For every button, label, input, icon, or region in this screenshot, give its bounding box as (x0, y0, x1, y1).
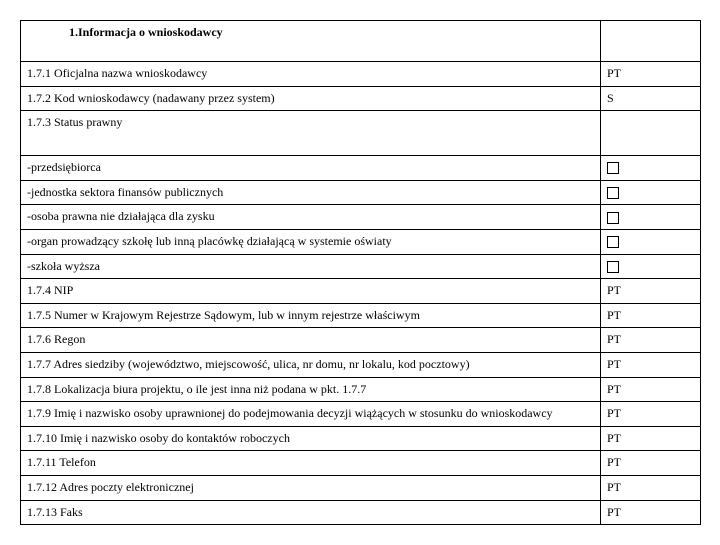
table-row: 1.7.13 FaksPT (21, 500, 701, 525)
section-title: 1.Informacja o wnioskodawcy (21, 21, 601, 62)
table-row: 1.7.2 Kod wnioskodawcy (nadawany przez s… (21, 86, 701, 111)
row-label: -przedsiębiorca (21, 156, 601, 181)
table-row: 1.7.9 Imię i nazwisko osoby uprawnionej … (21, 402, 701, 427)
row-value: PT (601, 303, 701, 328)
table-row: 1.7.8 Lokalizacja biura projektu, o ile … (21, 377, 701, 402)
row-value: PT (601, 377, 701, 402)
table-row: -przedsiębiorca (21, 156, 701, 181)
checkbox-icon[interactable] (607, 236, 619, 248)
row-label: -organ prowadzący szkołę lub inną placów… (21, 229, 601, 254)
row-label: -jednostka sektora finansów publicznych (21, 180, 601, 205)
row-value: PT (601, 451, 701, 476)
row-value: PT (601, 279, 701, 304)
row-value[interactable] (601, 180, 701, 205)
row-label: 1.7.1 Oficjalna nazwa wnioskodawcy (21, 62, 601, 87)
row-label: -szkoła wyższa (21, 254, 601, 279)
table-header-row: 1.Informacja o wnioskodawcy (21, 21, 701, 62)
row-value: PT (601, 426, 701, 451)
row-value: PT (601, 475, 701, 500)
row-value[interactable] (601, 229, 701, 254)
row-label: -osoba prawna nie działająca dla zysku (21, 205, 601, 230)
applicant-info-table: 1.Informacja o wnioskodawcy 1.7.1 Oficja… (20, 20, 701, 525)
row-label: 1.7.9 Imię i nazwisko osoby uprawnionej … (21, 402, 601, 427)
table-row: 1.7.11 TelefonPT (21, 451, 701, 476)
table-row: 1.7.1 Oficjalna nazwa wnioskodawcyPT (21, 62, 701, 87)
row-label: 1.7.11 Telefon (21, 451, 601, 476)
table-row: 1.7.6 RegonPT (21, 328, 701, 353)
table-row: 1.7.5 Numer w Krajowym Rejestrze Sądowym… (21, 303, 701, 328)
header-empty-cell (601, 21, 701, 62)
row-value[interactable] (601, 156, 701, 181)
checkbox-icon[interactable] (607, 162, 619, 174)
row-value: PT (601, 328, 701, 353)
checkbox-icon[interactable] (607, 212, 619, 224)
row-value: PT (601, 352, 701, 377)
row-label: 1.7.6 Regon (21, 328, 601, 353)
table-row: 1.7.12 Adres poczty elektronicznejPT (21, 475, 701, 500)
row-value: S (601, 86, 701, 111)
row-value (601, 111, 701, 156)
table-row: -organ prowadzący szkołę lub inną placów… (21, 229, 701, 254)
row-value: PT (601, 402, 701, 427)
row-label: 1.7.13 Faks (21, 500, 601, 525)
row-value[interactable] (601, 254, 701, 279)
table-row: 1.7.7 Adres siedziby (województwo, miejs… (21, 352, 701, 377)
row-label: 1.7.10 Imię i nazwisko osoby do kontaktó… (21, 426, 601, 451)
table-row: -szkoła wyższa (21, 254, 701, 279)
row-label: 1.7.12 Adres poczty elektronicznej (21, 475, 601, 500)
row-label: 1.7.5 Numer w Krajowym Rejestrze Sądowym… (21, 303, 601, 328)
row-label: 1.7.3 Status prawny (21, 111, 601, 156)
checkbox-icon[interactable] (607, 261, 619, 273)
table-row: -osoba prawna nie działająca dla zysku (21, 205, 701, 230)
checkbox-icon[interactable] (607, 187, 619, 199)
row-label: 1.7.2 Kod wnioskodawcy (nadawany przez s… (21, 86, 601, 111)
row-value: PT (601, 62, 701, 87)
row-label: 1.7.7 Adres siedziby (województwo, miejs… (21, 352, 601, 377)
row-value: PT (601, 500, 701, 525)
table-row: 1.7.4 NIPPT (21, 279, 701, 304)
table-row: 1.7.3 Status prawny (21, 111, 701, 156)
row-label: 1.7.8 Lokalizacja biura projektu, o ile … (21, 377, 601, 402)
table-row: 1.7.10 Imię i nazwisko osoby do kontaktó… (21, 426, 701, 451)
row-value[interactable] (601, 205, 701, 230)
row-label: 1.7.4 NIP (21, 279, 601, 304)
table-row: -jednostka sektora finansów publicznych (21, 180, 701, 205)
